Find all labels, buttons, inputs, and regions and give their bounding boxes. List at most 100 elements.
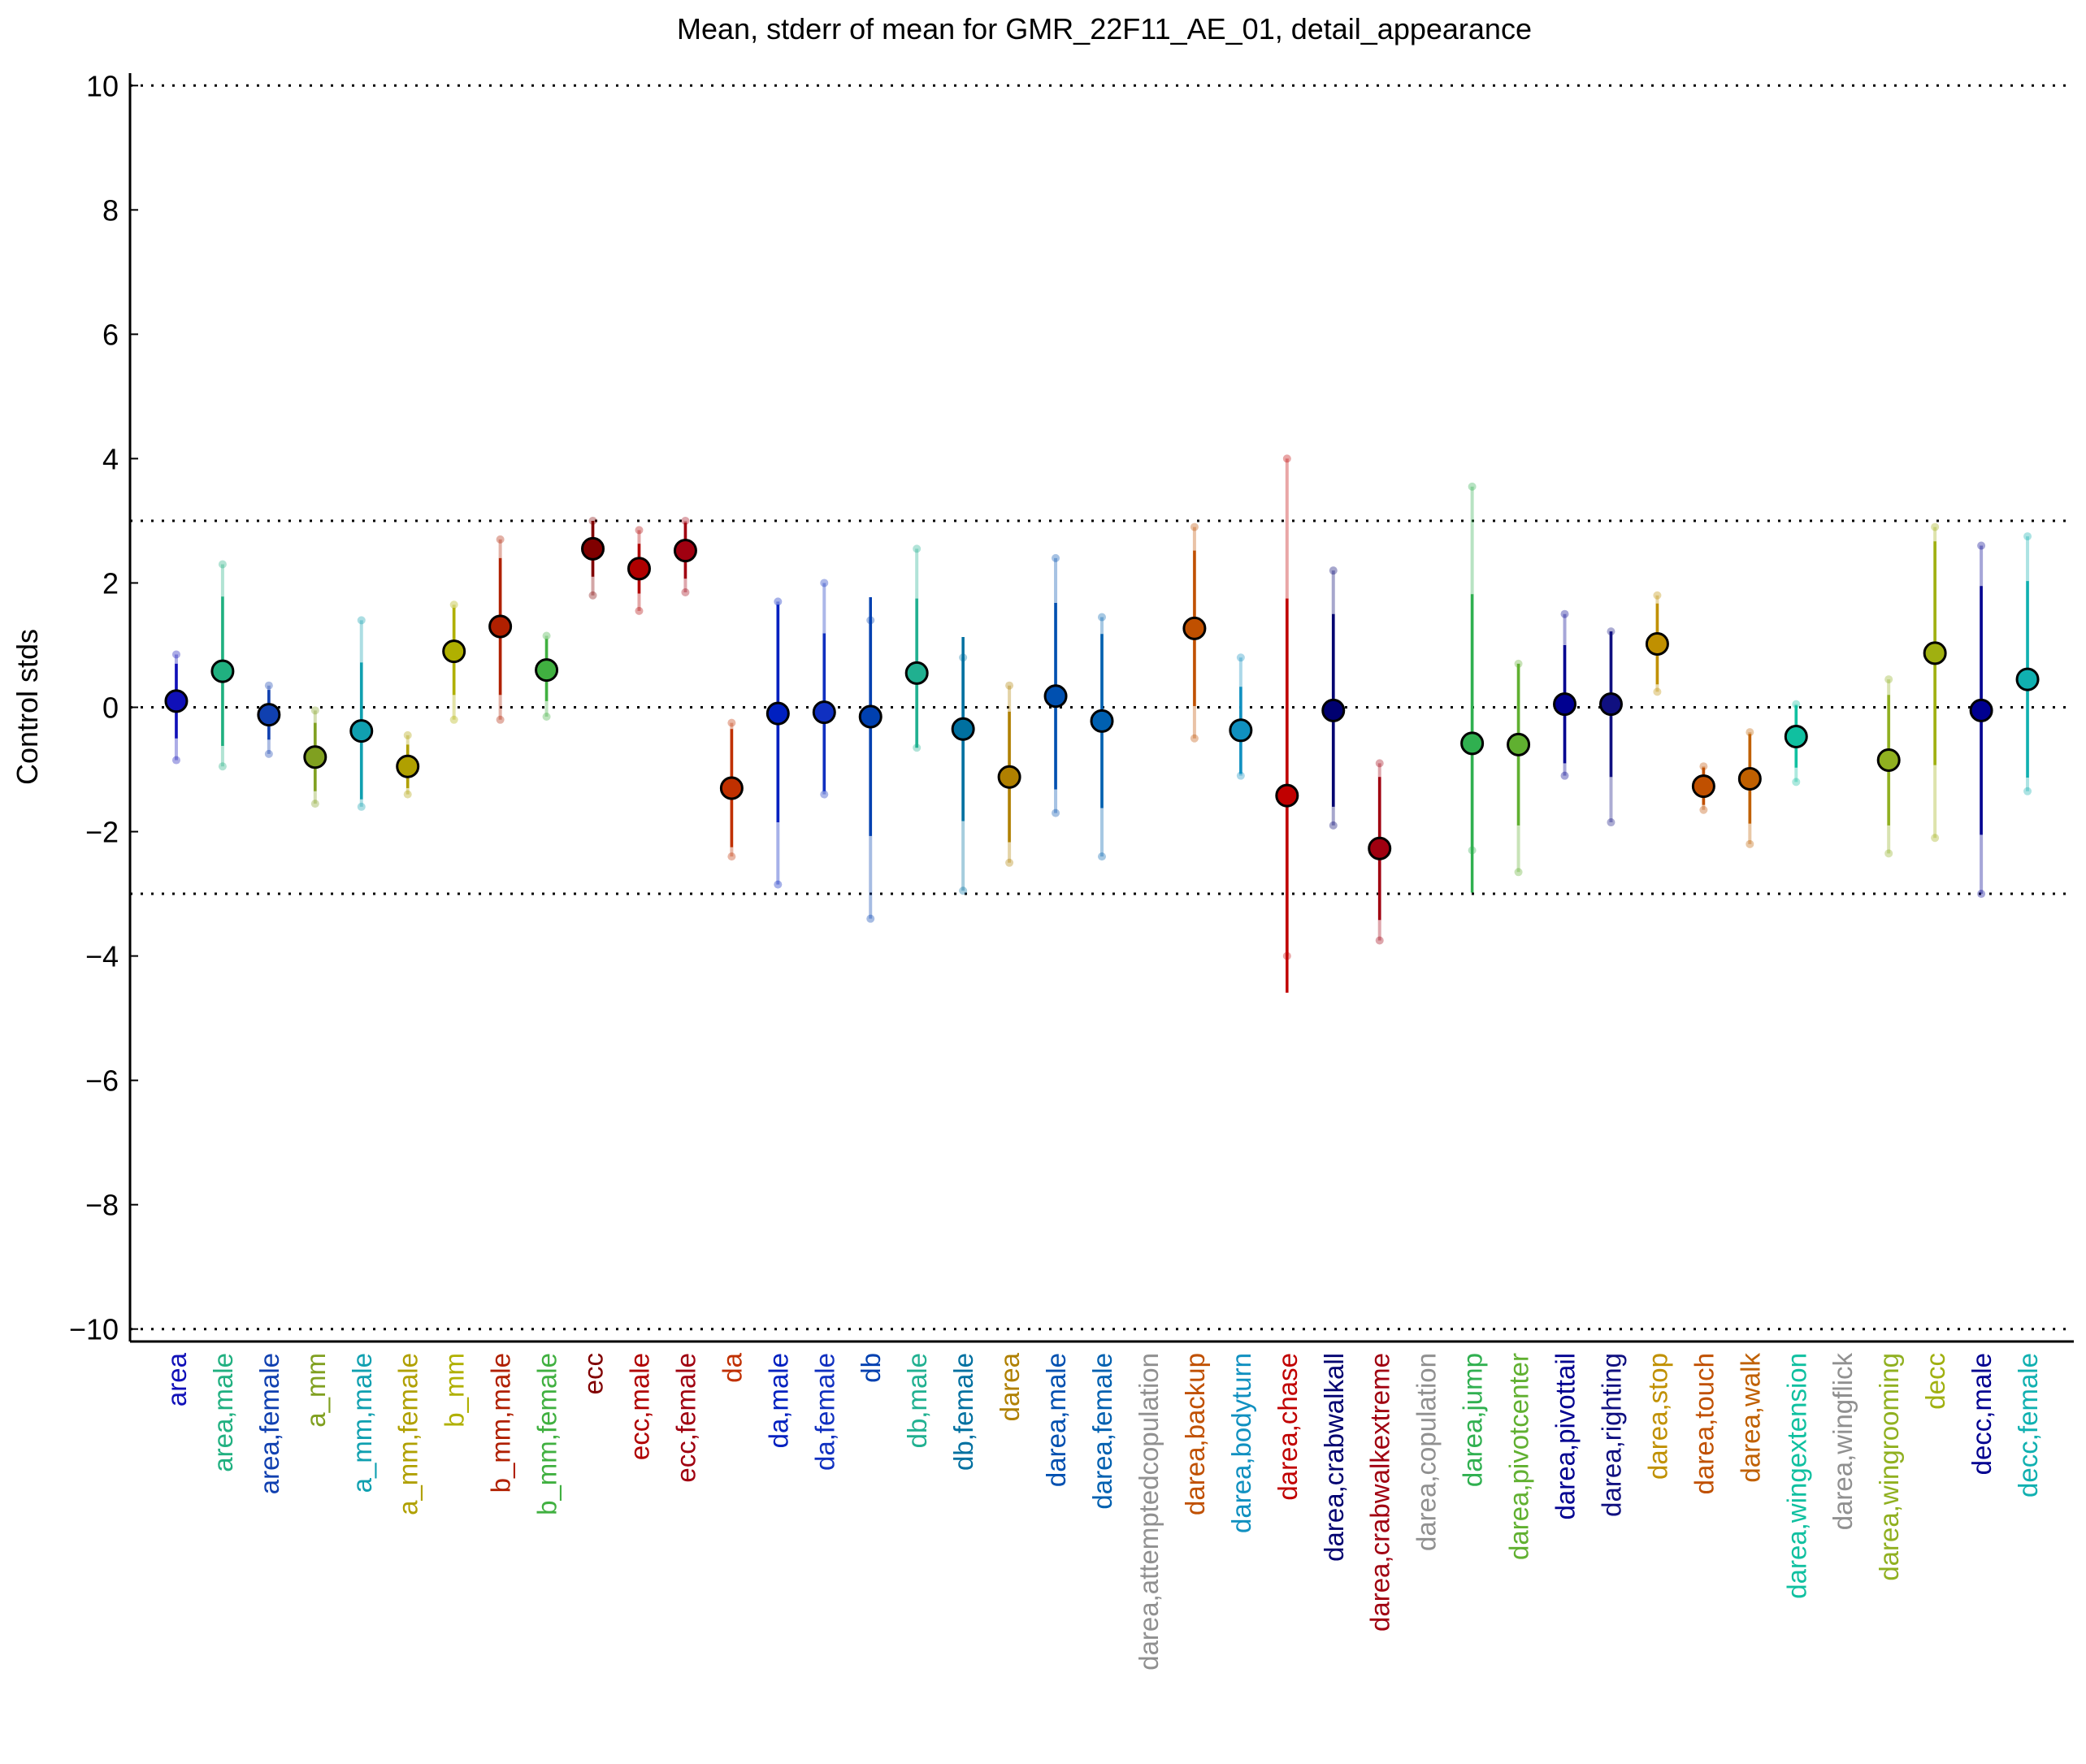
range-dot bbox=[310, 800, 319, 808]
y-tick-label: 10 bbox=[86, 69, 119, 102]
range-dot bbox=[959, 886, 968, 895]
range-dot bbox=[1052, 808, 1060, 817]
range-dot bbox=[1052, 553, 1060, 562]
mean-marker bbox=[719, 776, 744, 800]
x-tick-label: darea,righting bbox=[1596, 1353, 1626, 1517]
range-dot bbox=[774, 597, 783, 606]
y-tick-label: 2 bbox=[102, 566, 119, 600]
x-tick-label: darea,wingrooming bbox=[1874, 1353, 1904, 1581]
range-dot bbox=[542, 712, 551, 721]
range-dot bbox=[1931, 522, 1940, 531]
x-tick-label: b_mm bbox=[440, 1353, 470, 1428]
range-dot bbox=[310, 706, 319, 715]
x-tick-label: ecc,female bbox=[670, 1353, 700, 1483]
y-tick-label: 4 bbox=[102, 442, 119, 475]
y-tick-label: −10 bbox=[69, 1313, 119, 1346]
range-dot bbox=[727, 852, 736, 861]
range-dot bbox=[1098, 613, 1106, 622]
x-tick-label: b_mm,male bbox=[486, 1353, 516, 1493]
mean-marker bbox=[581, 536, 605, 561]
x-tick-label: darea,attemptedcopulation bbox=[1134, 1353, 1164, 1671]
mean-marker bbox=[1691, 774, 1715, 799]
mean-marker bbox=[1598, 692, 1623, 717]
range-dot bbox=[264, 681, 273, 690]
y-tick-label: 6 bbox=[102, 318, 119, 351]
range-dot bbox=[1931, 834, 1940, 843]
x-tick-label: da,female bbox=[809, 1353, 839, 1471]
y-axis-label: Control stds bbox=[11, 629, 44, 785]
chart-title: Mean, stderr of mean for GMR_22F11_AE_01… bbox=[677, 12, 1532, 46]
range-dot bbox=[2023, 532, 2032, 541]
mean-marker bbox=[1321, 698, 1346, 722]
mean-marker bbox=[951, 717, 975, 741]
x-tick-label: db,female bbox=[948, 1353, 978, 1471]
range-dot bbox=[357, 802, 366, 811]
range-dot bbox=[1746, 839, 1754, 848]
x-tick-label: darea,chase bbox=[1273, 1353, 1303, 1501]
x-tick-label: darea bbox=[995, 1352, 1025, 1421]
range-dot bbox=[1005, 681, 1014, 690]
range-dot bbox=[635, 606, 644, 615]
range-dot bbox=[449, 715, 458, 724]
range-dot bbox=[1468, 482, 1477, 491]
range-dot bbox=[681, 516, 690, 525]
range-dot bbox=[1282, 454, 1291, 463]
x-tick-label: darea,stop bbox=[1642, 1353, 1672, 1480]
mean-marker bbox=[1784, 724, 1808, 748]
mean-marker bbox=[1645, 631, 1669, 656]
range-dot bbox=[449, 600, 458, 609]
range-dot bbox=[496, 535, 505, 544]
range-dot bbox=[1375, 759, 1384, 768]
x-tick-label: darea,female bbox=[1087, 1353, 1117, 1510]
range-dot bbox=[1884, 849, 1893, 858]
x-tick-label: darea,bodyturn bbox=[1226, 1353, 1256, 1533]
x-tick-label: area bbox=[162, 1352, 192, 1406]
range-dot bbox=[727, 718, 736, 727]
range-dot bbox=[1375, 936, 1384, 945]
mean-marker bbox=[904, 661, 929, 685]
x-tick-label: darea,crabwalkextreme bbox=[1365, 1353, 1395, 1632]
x-tick-label: decc,female bbox=[2013, 1353, 2043, 1497]
x-tick-label: darea,male bbox=[1041, 1353, 1071, 1487]
x-tick-label: a_mm,male bbox=[347, 1353, 377, 1493]
range-dot bbox=[357, 616, 366, 625]
mean-marker bbox=[997, 765, 1021, 789]
range-dot bbox=[1236, 771, 1245, 780]
mean-marker bbox=[1182, 616, 1207, 640]
x-tick-label: db bbox=[856, 1353, 886, 1383]
range-dot bbox=[774, 880, 783, 889]
mean-marker bbox=[812, 700, 836, 725]
range-dot bbox=[264, 749, 273, 758]
range-dot bbox=[820, 579, 829, 587]
x-tick-label: ecc bbox=[579, 1353, 609, 1394]
range-dot bbox=[913, 544, 922, 553]
mean-marker bbox=[1368, 836, 1392, 860]
range-dot bbox=[403, 730, 412, 739]
mean-marker bbox=[210, 659, 235, 683]
range-dot bbox=[1699, 762, 1708, 771]
x-tick-label: darea,crabwalkall bbox=[1319, 1353, 1349, 1562]
mean-marker bbox=[627, 557, 651, 581]
range-dot bbox=[403, 790, 412, 799]
y-tick-label: 0 bbox=[102, 691, 119, 725]
range-dot bbox=[1792, 778, 1801, 787]
range-dot bbox=[1746, 728, 1754, 737]
y-tick-label: −2 bbox=[85, 816, 119, 849]
range-dot bbox=[1977, 890, 1986, 899]
y-tick-label: −6 bbox=[85, 1064, 119, 1098]
range-dot bbox=[1329, 566, 1338, 575]
range-dot bbox=[820, 790, 829, 799]
range-dot bbox=[1005, 858, 1014, 867]
mean-marker bbox=[488, 614, 513, 639]
range-dot bbox=[1653, 591, 1662, 600]
range-dot bbox=[171, 756, 180, 765]
mean-marker bbox=[673, 539, 697, 563]
range-dot bbox=[1560, 771, 1569, 780]
range-dot bbox=[1329, 821, 1338, 830]
mean-marker bbox=[1460, 731, 1485, 756]
range-dot bbox=[1560, 609, 1569, 618]
range-dot bbox=[496, 715, 505, 724]
mean-marker bbox=[164, 689, 189, 713]
x-tick-label: da bbox=[717, 1352, 747, 1382]
